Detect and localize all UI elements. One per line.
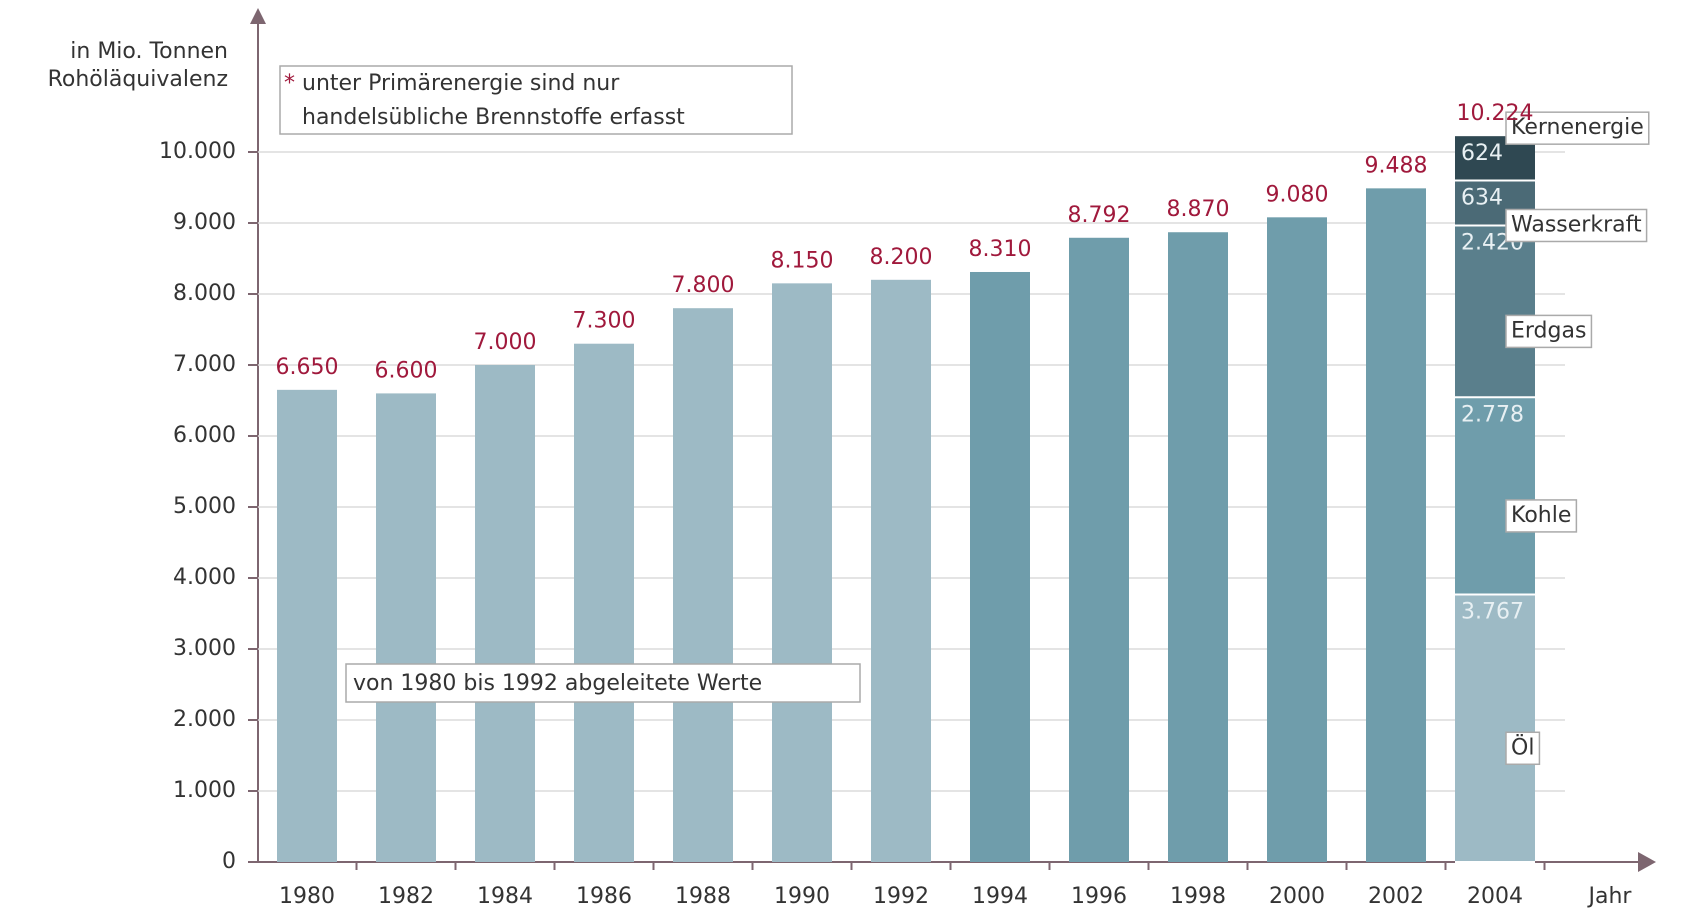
value-label: 10.224 — [1457, 101, 1534, 126]
value-label: 7.000 — [474, 330, 537, 355]
y-tick-label: 8.000 — [173, 281, 236, 306]
x-tick-label: 1990 — [774, 884, 830, 908]
bar — [1168, 232, 1228, 863]
y-tick-label: 0 — [222, 849, 236, 874]
y-axis-label: in Mio. Tonnen — [70, 39, 228, 64]
plot: 0 1.000 2.000 3.000 4.000 5.000 6.000 7.000 8.00… — [159, 101, 1650, 908]
value-label: 7.800 — [672, 273, 735, 298]
footnote-text: unter Primärenergie sind nur — [302, 71, 620, 96]
x-tick-label: 1992 — [873, 884, 929, 908]
bar — [1366, 188, 1426, 863]
segment-name: Öl — [1511, 734, 1534, 760]
segment-value-label: 634 — [1461, 185, 1503, 210]
value-label: 8.792 — [1068, 203, 1131, 228]
y-tick-label: 2.000 — [173, 707, 236, 732]
x-tick-label: 1980 — [279, 884, 335, 908]
bar — [871, 279, 931, 862]
segment-value-label: 2.778 — [1461, 402, 1524, 427]
stack-segment — [1455, 594, 1535, 862]
bar — [277, 389, 337, 862]
x-tick-label: 1986 — [576, 884, 632, 908]
segment-name-box — [1505, 314, 1593, 349]
value-label: 8.150 — [771, 248, 834, 273]
segment-name-box — [1505, 208, 1648, 243]
bar — [1267, 217, 1327, 862]
value-label: 8.200 — [870, 245, 933, 270]
y-axis-arrow — [250, 8, 266, 24]
segment-name-box — [1505, 499, 1578, 533]
y-axis-label: Rohöläquivalenz — [48, 67, 228, 92]
value-label: 6.600 — [375, 358, 438, 383]
y-tick-label: 10.000 — [159, 139, 236, 164]
segment-name: Wasserkraft — [1511, 212, 1642, 237]
segment-value-label: 624 — [1461, 141, 1503, 166]
x-tick-label: 1994 — [972, 884, 1028, 908]
stack-segment — [1455, 225, 1535, 398]
segment-name-box — [1505, 731, 1541, 766]
value-label: 8.870 — [1167, 197, 1230, 222]
x-tick-label: 1998 — [1170, 884, 1226, 908]
value-label: 9.080 — [1266, 182, 1329, 207]
x-tick-label: 1982 — [378, 884, 434, 908]
footnote-box — [279, 65, 793, 135]
y-tick-label: 4.000 — [173, 565, 236, 590]
x-tick-label: 2002 — [1368, 884, 1424, 908]
x-axis-label: Jahr — [1587, 884, 1633, 908]
value-label: 6.650 — [276, 355, 339, 380]
x-tick-label: 1984 — [477, 884, 533, 908]
x-tick-label: 2004 — [1467, 884, 1523, 908]
bar — [376, 393, 436, 862]
x-axis-arrow — [1638, 852, 1656, 872]
y-tick-label: 3.000 — [173, 636, 236, 661]
bar — [1069, 237, 1129, 862]
x-tick-label: 1988 — [675, 884, 731, 908]
y-tick-label: 5.000 — [173, 494, 236, 519]
value-label: 8.310 — [969, 237, 1032, 262]
y-tick-label: 6.000 — [173, 423, 236, 448]
annotation-box — [345, 663, 861, 703]
y-tick-label: 1.000 — [173, 778, 236, 803]
segment-name: Kernenergie — [1511, 115, 1644, 140]
segment-name: Kohle — [1511, 503, 1571, 528]
x-tick-label: 1996 — [1071, 884, 1127, 908]
bar — [772, 283, 832, 863]
stack-segment — [1455, 397, 1535, 595]
x-tick-label: 2000 — [1269, 884, 1325, 908]
footnote-mark: * — [284, 71, 295, 96]
value-label: 7.300 — [573, 309, 636, 334]
annotation: von 1980 bis 1992 abgeleitete Werte — [353, 671, 762, 696]
y-tick-label: 9.000 — [173, 210, 236, 235]
segment-name-box — [1505, 111, 1650, 145]
bar — [673, 308, 733, 862]
segment-name: Erdgas — [1511, 318, 1586, 343]
bar — [970, 271, 1030, 862]
bar — [574, 343, 634, 862]
footnote-text: handelsübliche Brennstoffe erfasst — [302, 105, 685, 130]
value-label: 9.488 — [1365, 153, 1428, 178]
y-tick-label: 7.000 — [173, 352, 236, 377]
segment-value-label: 3.767 — [1461, 600, 1524, 625]
bar — [475, 365, 535, 862]
